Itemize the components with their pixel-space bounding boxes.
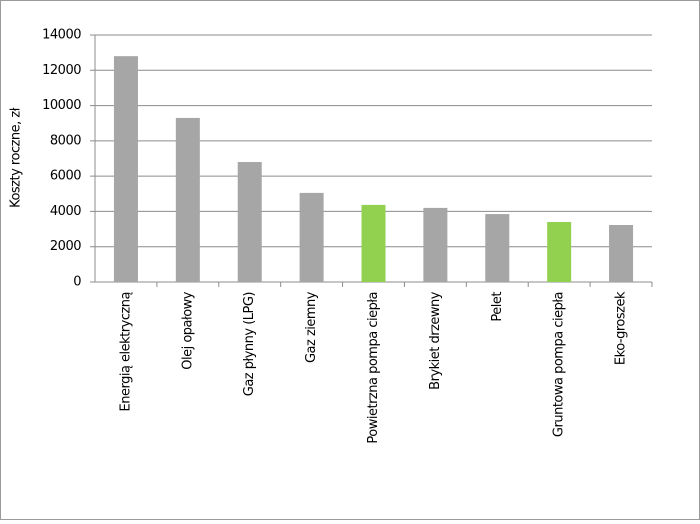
x-tick-label: Brykiet drzewny <box>428 291 443 390</box>
y-axis-label: Koszty roczne, zł <box>9 107 24 208</box>
x-tick-label: Pelet <box>490 292 505 322</box>
y-tick-label: 10000 <box>42 98 81 113</box>
y-tick-label: 12000 <box>42 63 81 78</box>
bar <box>299 192 324 282</box>
bar <box>175 117 200 283</box>
bar <box>237 162 262 282</box>
y-tick-label: 2000 <box>50 239 81 254</box>
y-tick-label: 8000 <box>50 133 81 148</box>
x-tick-label: Eko-groszek <box>614 291 629 365</box>
bar <box>485 214 510 282</box>
y-tick-label: 0 <box>73 275 81 290</box>
y-tick-label: 6000 <box>50 169 81 184</box>
bar <box>361 204 386 282</box>
y-tick-label: 4000 <box>50 204 81 219</box>
bar <box>423 207 448 282</box>
x-tick-label: Gaz ziemny <box>304 291 319 363</box>
y-tick-label: 14000 <box>42 28 81 43</box>
x-tick-label: Powietrzna pompa ciepła <box>366 292 381 444</box>
bar <box>547 222 572 282</box>
bar <box>609 225 634 282</box>
x-tick-label: Gaz płynny (LPG) <box>242 292 257 396</box>
x-tick-label: Gruntowa pompa ciepła <box>552 292 567 437</box>
bar <box>113 56 138 282</box>
x-tick-label: Olej opałowy <box>180 291 195 370</box>
x-tick-label: Energią elektryczną <box>118 291 133 411</box>
